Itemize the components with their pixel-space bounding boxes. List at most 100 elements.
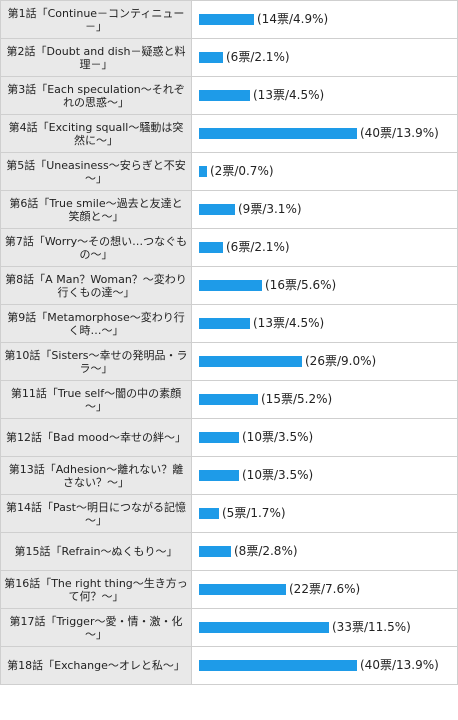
poll-row: 第11話「True self～闇の中の素顔～」 (15票/5.2%) [0,380,458,419]
poll-row: 第14話「Past～明日につながる記憶～」 (5票/1.7%) [0,494,458,533]
vote-bar [199,584,286,595]
vote-bar [199,470,239,481]
poll-row: 第15話「Refrain～ぬくもり～」 (8票/2.8%) [0,532,458,571]
vote-bar [199,394,258,405]
episode-label: 第7話「Worry～その想い…つなぐもの～」 [0,228,192,267]
bar-cell: (10票/3.5%) [191,418,458,457]
vote-value-label: (13票/4.5%) [253,88,325,102]
bar-cell: (5票/1.7%) [191,494,458,533]
bar-cell: (14票/4.9%) [191,0,458,39]
poll-row: 第1話「Continue－コンティニュー－」 (14票/4.9%) [0,0,458,39]
vote-value-label: (9票/3.1%) [238,202,302,216]
bar-wrap: (6票/2.1%) [192,229,457,266]
poll-row: 第17話「Trigger～愛・情・激・化～」 (33票/11.5%) [0,608,458,647]
bar-cell: (33票/11.5%) [191,608,458,647]
bar-wrap: (16票/5.6%) [192,267,457,304]
poll-row: 第13話「Adhesion～離れない？離さない？～」 (10票/3.5%) [0,456,458,495]
bar-wrap: (40票/13.9%) [192,647,457,684]
vote-value-label: (13票/4.5%) [253,316,325,330]
bar-cell: (15票/5.2%) [191,380,458,419]
bar-cell: (40票/13.9%) [191,646,458,685]
episode-label: 第11話「True self～闇の中の素顔～」 [0,380,192,419]
vote-bar [199,280,262,291]
bar-wrap: (5票/1.7%) [192,495,457,532]
vote-bar [199,14,254,25]
bar-cell: (26票/9.0%) [191,342,458,381]
bar-wrap: (40票/13.9%) [192,115,457,152]
vote-value-label: (6票/2.1%) [226,50,290,64]
vote-value-label: (26票/9.0%) [305,354,377,368]
episode-label: 第2話「Doubt and dish－疑惑と料理－」 [0,38,192,77]
vote-bar [199,508,219,519]
vote-bar [199,432,239,443]
episode-label: 第16話「The right thing～生き方って何？～」 [0,570,192,609]
vote-bar [199,90,250,101]
vote-value-label: (15票/5.2%) [261,392,333,406]
vote-value-label: (16票/5.6%) [265,278,337,292]
episode-label: 第17話「Trigger～愛・情・激・化～」 [0,608,192,647]
bar-wrap: (15票/5.2%) [192,381,457,418]
bar-wrap: (33票/11.5%) [192,609,457,646]
bar-wrap: (14票/4.9%) [192,1,457,38]
bar-cell: (22票/7.6%) [191,570,458,609]
bar-wrap: (8票/2.8%) [192,533,457,570]
bar-wrap: (22票/7.6%) [192,571,457,608]
vote-value-label: (5票/1.7%) [222,506,286,520]
poll-row: 第7話「Worry～その想い…つなぐもの～」 (6票/2.1%) [0,228,458,267]
episode-label: 第6話「True smile～過去と友達と笑顔と～」 [0,190,192,229]
bar-cell: (13票/4.5%) [191,76,458,115]
vote-bar [199,546,231,557]
bar-wrap: (2票/0.7%) [192,153,457,190]
vote-bar [199,318,250,329]
bar-wrap: (10票/3.5%) [192,419,457,456]
vote-bar [199,622,329,633]
episode-label: 第8話「A Man？Woman？～変わり行くもの達～」 [0,266,192,305]
vote-value-label: (40票/13.9%) [360,658,439,672]
poll-row: 第12話「Bad mood～幸せの絆～」 (10票/3.5%) [0,418,458,457]
episode-label: 第4話「Exciting squall～騒動は突然に～」 [0,114,192,153]
episode-label: 第13話「Adhesion～離れない？離さない？～」 [0,456,192,495]
poll-row: 第4話「Exciting squall～騒動は突然に～」 (40票/13.9%) [0,114,458,153]
episode-label: 第12話「Bad mood～幸せの絆～」 [0,418,192,457]
bar-cell: (40票/13.9%) [191,114,458,153]
episode-label: 第10話「Sisters～幸せの発明品・ララ～」 [0,342,192,381]
episode-label: 第15話「Refrain～ぬくもり～」 [0,532,192,571]
bar-cell: (9票/3.1%) [191,190,458,229]
episode-label: 第14話「Past～明日につながる記憶～」 [0,494,192,533]
poll-row: 第2話「Doubt and dish－疑惑と料理－」 (6票/2.1%) [0,38,458,77]
bar-cell: (16票/5.6%) [191,266,458,305]
vote-value-label: (22票/7.6%) [289,582,361,596]
vote-value-label: (8票/2.8%) [234,544,298,558]
episode-label: 第5話「Uneasiness～安らぎと不安～」 [0,152,192,191]
bar-wrap: (26票/9.0%) [192,343,457,380]
bar-cell: (8票/2.8%) [191,532,458,571]
vote-bar [199,242,223,253]
vote-bar [199,660,357,671]
vote-value-label: (6票/2.1%) [226,240,290,254]
poll-row: 第6話「True smile～過去と友達と笑顔と～」 (9票/3.1%) [0,190,458,229]
episode-label: 第9話「Metamorphose～変わり行く時…～」 [0,304,192,343]
vote-value-label: (40票/13.9%) [360,126,439,140]
episode-label: 第18話「Exchange～オレと私～」 [0,646,192,685]
bar-wrap: (10票/3.5%) [192,457,457,494]
poll-row: 第9話「Metamorphose～変わり行く時…～」 (13票/4.5%) [0,304,458,343]
bar-wrap: (13票/4.5%) [192,305,457,342]
bar-wrap: (9票/3.1%) [192,191,457,228]
vote-bar [199,52,223,63]
vote-bar [199,128,357,139]
poll-rows: 第1話「Continue－コンティニュー－」 (14票/4.9%) 第2話「Doub… [0,0,458,685]
poll-row: 第18話「Exchange～オレと私～」 (40票/13.9%) [0,646,458,685]
vote-value-label: (10票/3.5%) [242,468,314,482]
bar-cell: (10票/3.5%) [191,456,458,495]
vote-value-label: (14票/4.9%) [257,12,329,26]
poll-row: 第8話「A Man？Woman？～変わり行くもの達～」 (16票/5.6%) [0,266,458,305]
bar-cell: (2票/0.7%) [191,152,458,191]
bar-wrap: (6票/2.1%) [192,39,457,76]
bar-wrap: (13票/4.5%) [192,77,457,114]
bar-cell: (6票/2.1%) [191,228,458,267]
vote-bar [199,204,235,215]
poll-row: 第10話「Sisters～幸せの発明品・ララ～」 (26票/9.0%) [0,342,458,381]
vote-bar [199,166,207,177]
vote-bar [199,356,302,367]
